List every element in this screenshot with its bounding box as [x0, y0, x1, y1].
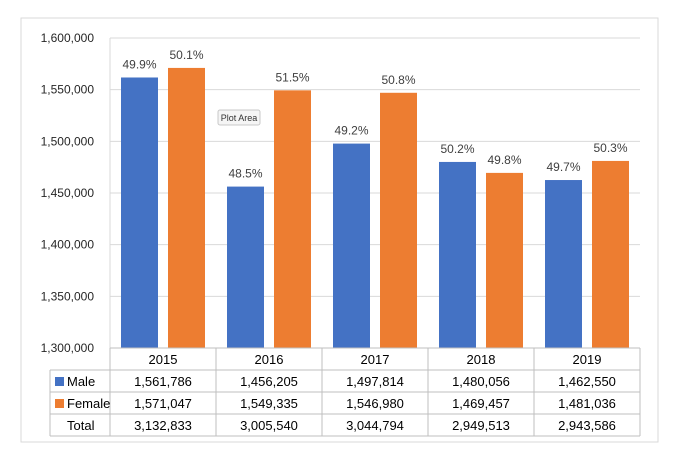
bar-female-2019	[592, 160, 629, 348]
table-cell: 1,497,814	[346, 374, 404, 389]
data-label-female-2019: 50.3%	[593, 141, 627, 155]
table-cell: 1,456,205	[240, 374, 298, 389]
bar-female-2017	[380, 92, 417, 349]
legend-label-female: Female	[67, 396, 110, 411]
data-table: 2015 2016 2017 2018 2019 Male 1,561,786 1,456,2…	[49, 347, 641, 437]
table-cell-total: 2,943,586	[558, 418, 616, 433]
bar-female-2018	[486, 172, 523, 348]
x-tick-label: 2015	[149, 352, 178, 367]
table-cell: 1,462,550	[558, 374, 616, 389]
data-label-male-2018: 50.2%	[440, 142, 474, 156]
bars	[121, 67, 629, 349]
x-tick-label: 2017	[361, 352, 390, 367]
bar-male-2016	[227, 186, 264, 348]
y-tick-label: 1,300,000	[41, 341, 95, 355]
table-cell-total: 3,005,540	[240, 418, 298, 433]
table-cell-total: 3,044,794	[346, 418, 404, 433]
table-cell: 1,481,036	[558, 396, 616, 411]
bar-male-2019	[545, 180, 582, 348]
tooltip-box	[217, 109, 261, 126]
bar-male-2017	[333, 143, 370, 348]
bar-female-2016	[274, 90, 311, 349]
legend-label-male: Male	[67, 374, 95, 389]
y-axis-tick-labels: 1,300,000 1,350,000 1,400,000 1,450,000 1,50…	[41, 31, 95, 355]
x-tick-label: 2018	[467, 352, 496, 367]
table-cell: 1,546,980	[346, 396, 404, 411]
bar-male-2018	[439, 161, 476, 348]
data-label-female-2018: 49.8%	[487, 153, 521, 167]
legend-key-female	[55, 399, 64, 408]
bar-male-2015	[121, 77, 158, 349]
x-tick-label: 2019	[573, 352, 602, 367]
table-cell: 1,480,056	[452, 374, 510, 389]
table-cell: 1,561,786	[134, 374, 192, 389]
table-cell: 1,571,047	[134, 396, 192, 411]
data-label-female-2016: 51.5%	[275, 70, 309, 84]
table-cell: 1,549,335	[240, 396, 298, 411]
data-labels: 49.9% 50.1% 48.5% 51.5% 49.2% 50.8% 50.2% 49.8%…	[122, 48, 627, 181]
y-tick-label: 1,350,000	[41, 289, 95, 303]
y-tick-label: 1,450,000	[41, 186, 95, 200]
data-label-male-2016: 48.5%	[228, 167, 262, 181]
data-label-male-2019: 49.7%	[546, 160, 580, 174]
y-tick-label: 1,400,000	[41, 238, 95, 252]
data-label-male-2017: 49.2%	[334, 124, 368, 138]
y-tick-label: 1,500,000	[41, 134, 95, 148]
legend-key-male	[55, 377, 64, 386]
x-tick-label: 2016	[255, 352, 284, 367]
y-tick-label: 1,600,000	[41, 31, 95, 45]
table-cell-total: 2,949,513	[452, 418, 510, 433]
table-cell-total: 3,132,833	[134, 418, 192, 433]
data-label-female-2015: 50.1%	[169, 48, 203, 62]
plot-area-tooltip: Plot Area	[217, 109, 261, 126]
total-row-label: Total	[67, 418, 95, 433]
bar-female-2015	[168, 67, 205, 349]
data-label-female-2017: 50.8%	[381, 73, 415, 87]
y-tick-label: 1,550,000	[41, 83, 95, 97]
table-cell: 1,469,457	[452, 396, 510, 411]
tooltip-text: Plot Area	[221, 113, 258, 123]
data-label-male-2015: 49.9%	[122, 57, 156, 71]
